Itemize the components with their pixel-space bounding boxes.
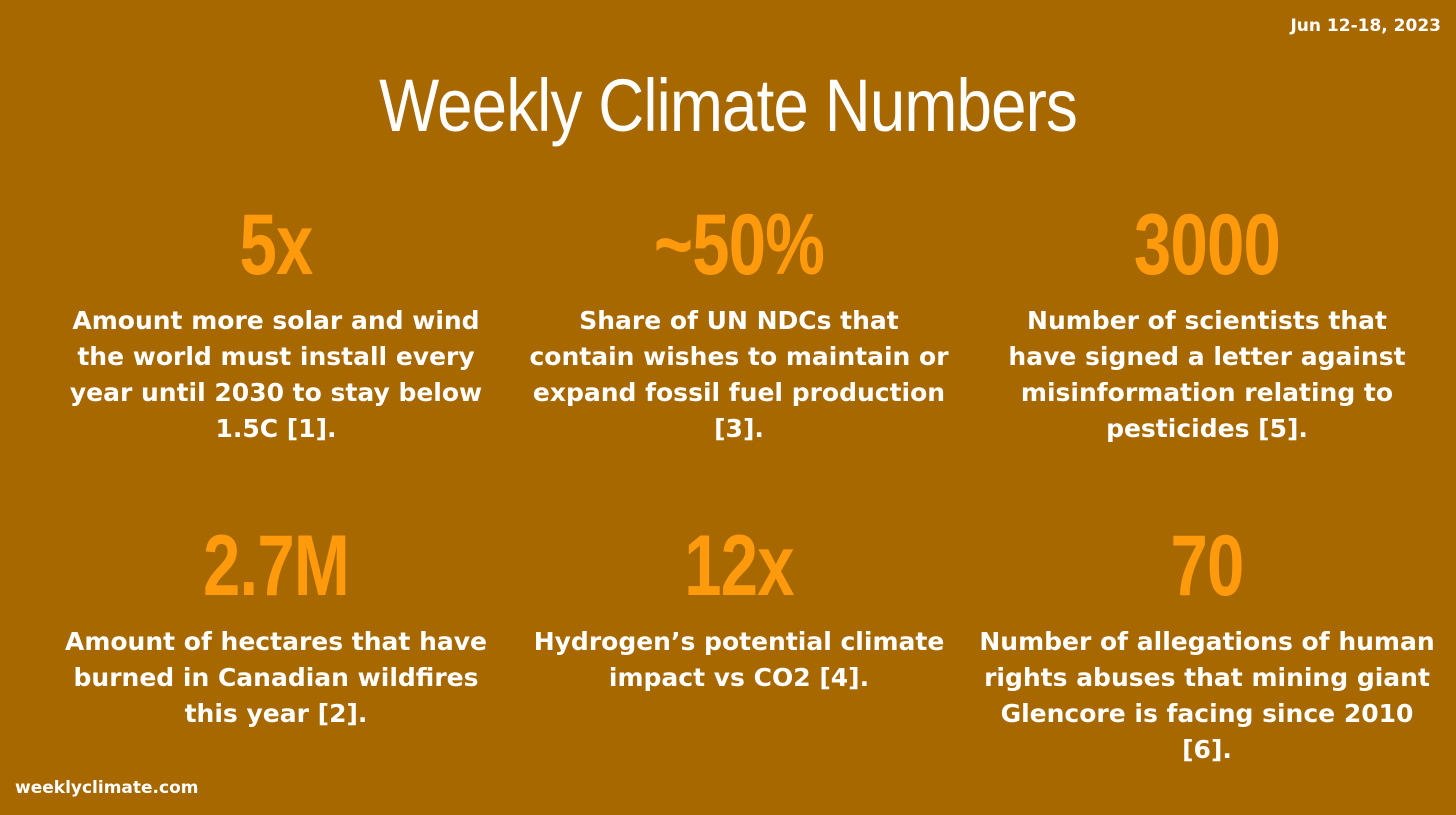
stat-description: Amount of hectares that have burned in C… [64, 627, 488, 728]
stat-description: Amount more solar and wind the world mus… [69, 306, 483, 443]
stat-card-hydrogen: 12x Hydrogen’s potential climate impact … [509, 518, 969, 696]
stat-description: Number of scientists that have signed a … [1008, 306, 1406, 443]
page-title: Weekly Climate Numbers [379, 64, 1078, 147]
stat-card-solar-wind: 5x Amount more solar and wind the world … [46, 197, 506, 447]
stat-value: 12x [684, 518, 794, 614]
stat-value: 5x [239, 197, 313, 293]
stat-description: Hydrogen’s potential climate impact vs C… [533, 627, 945, 692]
stat-value: 3000 [1133, 197, 1281, 293]
stat-card-scientists: 3000 Number of scientists that have sign… [977, 197, 1437, 447]
stat-value: 2.7M [202, 518, 350, 614]
stat-card-wildfires: 2.7M Amount of hectares that have burned… [46, 518, 506, 732]
stat-description: Share of UN NDCs that contain wishes to … [529, 306, 949, 443]
footer-site-link[interactable]: weeklyclimate.com [15, 778, 199, 798]
stat-description: Number of allegations of human rights ab… [979, 627, 1435, 764]
stat-card-glencore: 70 Number of allegations of human rights… [977, 518, 1437, 768]
stat-card-un-ndcs: ~50% Share of UN NDCs that contain wishe… [509, 197, 969, 447]
date-range: Jun 12-18, 2023 [1290, 16, 1441, 36]
stat-value: 70 [1170, 518, 1244, 614]
stat-value: ~50% [653, 197, 825, 293]
